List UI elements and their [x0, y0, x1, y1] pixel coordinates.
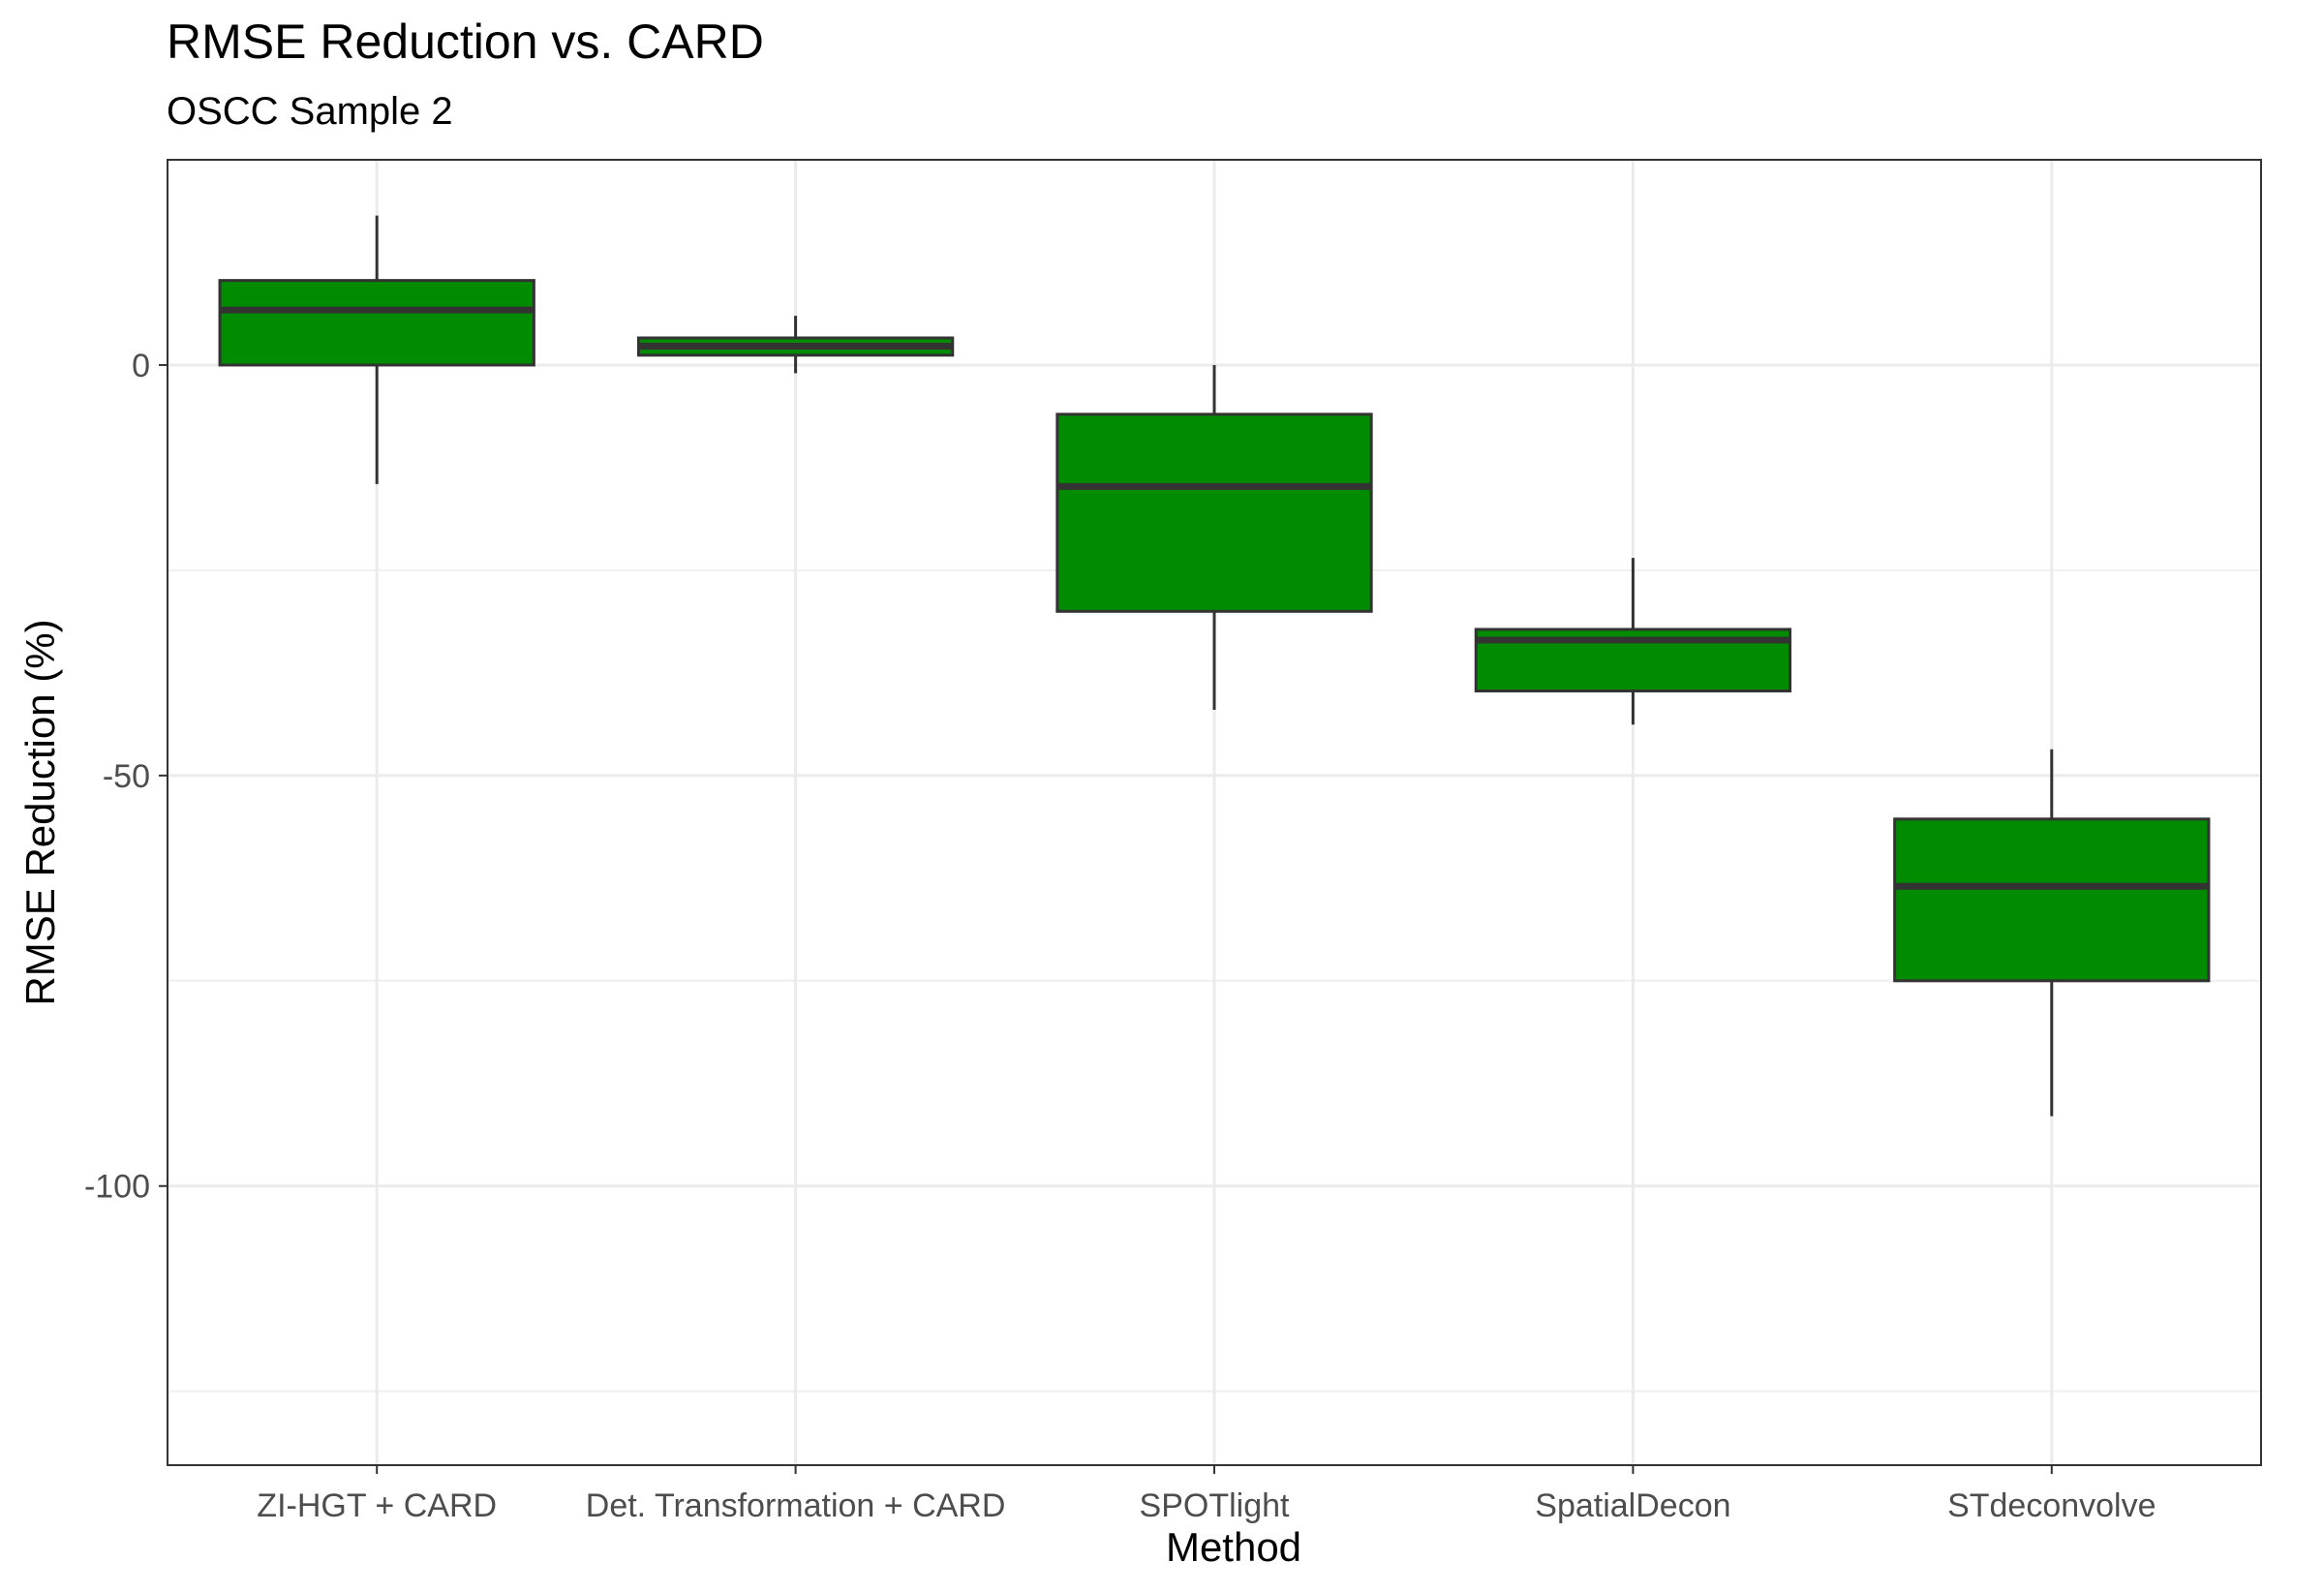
- x-tick-label: SPOTlight: [1140, 1487, 1290, 1524]
- x-tick-label: Det. Transformation + CARD: [586, 1487, 1006, 1524]
- x-axis-title: Method: [1166, 1524, 1301, 1570]
- chart-title: RMSE Reduction vs. CARD: [167, 15, 764, 69]
- box-iqr: [1893, 817, 2211, 983]
- x-tick-label: ZI-HGT + CARD: [257, 1487, 497, 1524]
- y-axis-title: RMSE Reduction (%): [17, 619, 63, 1005]
- boxes: [218, 215, 2211, 1117]
- box-3: [1055, 364, 1373, 711]
- x-tick-label: SpatialDecon: [1535, 1487, 1730, 1524]
- box-4: [1474, 558, 1792, 725]
- axes: 0 -50 -100 ZI-HGT + CARD Det. Transformation…: [84, 348, 2156, 1524]
- box-iqr: [218, 279, 535, 367]
- y-tick-label: -50: [103, 758, 150, 795]
- box-5: [1893, 749, 2211, 1117]
- box-iqr: [1055, 413, 1373, 613]
- chart-subtitle: OSCC Sample 2: [167, 90, 453, 133]
- y-tick-label: -100: [84, 1169, 150, 1206]
- box-2: [636, 316, 955, 374]
- box-1: [218, 215, 535, 484]
- x-tick-label: STdeconvolve: [1947, 1487, 2156, 1524]
- y-tick-label: 0: [132, 348, 150, 384]
